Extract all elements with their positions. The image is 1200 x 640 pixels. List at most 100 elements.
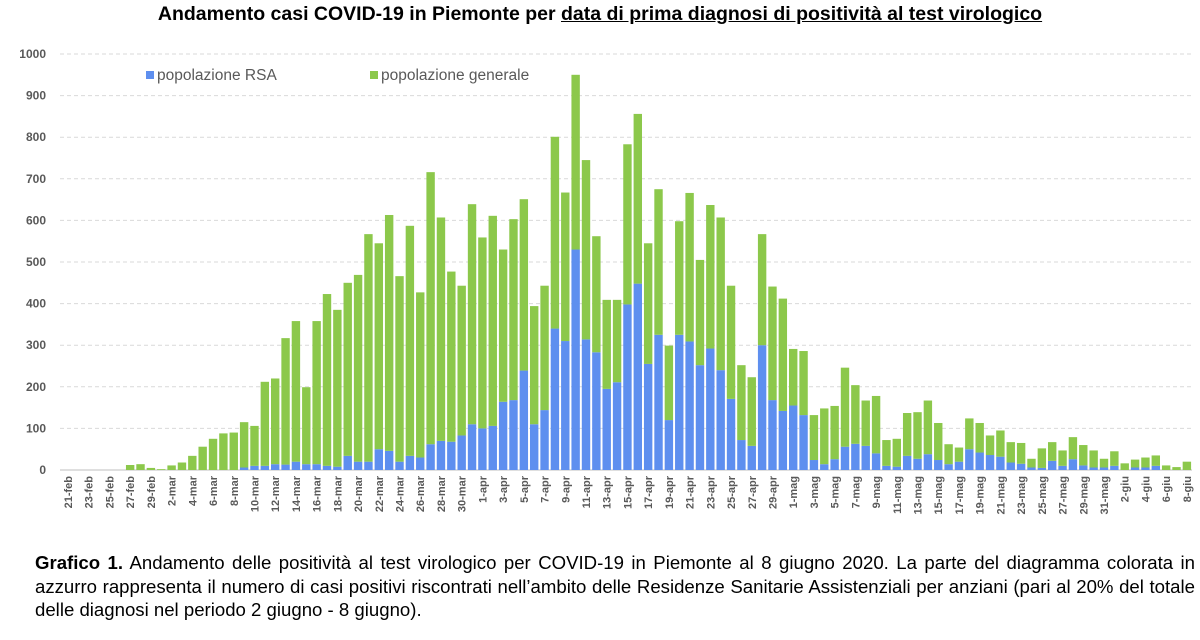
bar-segment-generale	[416, 292, 425, 458]
y-tick-label: 200	[26, 380, 46, 394]
bar-segment-generale	[550, 136, 560, 329]
bar-segment-rsa	[913, 458, 922, 470]
bar-segment-generale	[436, 217, 446, 441]
x-tick-label: 9-apr	[560, 475, 572, 503]
bar-segment-generale	[343, 282, 352, 456]
bar-segment-rsa	[695, 365, 705, 470]
y-tick-label: 600	[26, 213, 46, 227]
bar-segment-generale	[1120, 463, 1129, 470]
bar-segment-rsa	[882, 465, 891, 470]
bar-segment-generale	[861, 400, 870, 446]
bar-segment-rsa	[302, 464, 311, 470]
bar-segment-generale	[561, 192, 570, 342]
bar-segment-generale	[291, 321, 301, 462]
bar-segment-rsa	[374, 449, 383, 470]
bar-segment-rsa	[260, 465, 270, 470]
x-tick-label: 26-mar	[415, 475, 427, 512]
x-tick-label: 31-mag	[1099, 476, 1111, 515]
bar-segment-generale	[1130, 459, 1140, 468]
bar-segment-generale	[509, 219, 518, 401]
bar-segment-generale	[965, 418, 974, 450]
bar-segment-generale	[851, 385, 860, 444]
bar-segment-rsa	[820, 464, 829, 470]
bar-segment-rsa	[509, 400, 518, 470]
bar-segment-generale	[623, 144, 632, 305]
x-tick-label: 24-mar	[395, 475, 407, 512]
bar-segment-generale	[664, 345, 674, 421]
bar-segment-generale	[177, 462, 187, 470]
bar-segment-rsa	[447, 441, 456, 470]
bar-segment-generale	[778, 298, 788, 411]
bar-segment-rsa	[643, 363, 653, 470]
bar-segment-generale	[706, 205, 715, 349]
bar-segment-generale	[820, 408, 829, 465]
bar-segment-rsa	[561, 341, 570, 470]
bar-segment-generale	[540, 285, 549, 411]
bar-segment-generale	[571, 74, 580, 250]
bar-segment-rsa	[954, 461, 964, 470]
bar-segment-rsa	[498, 401, 508, 470]
x-tick-label: 25-apr	[726, 475, 738, 509]
bar-segment-generale	[716, 217, 725, 371]
bar-segment-rsa	[384, 450, 394, 470]
x-tick-label: 29-mag	[1078, 476, 1090, 515]
bar-segment-generale	[654, 189, 663, 335]
bar-segment-generale	[157, 469, 166, 470]
bar-segment-generale	[1172, 467, 1181, 470]
x-tick-label: 22-mar	[374, 475, 386, 512]
x-tick-label: 2-giu	[1120, 476, 1132, 502]
bar-segment-rsa	[799, 415, 808, 470]
bar-segment-generale	[1058, 450, 1067, 466]
bar-segment-rsa	[581, 339, 591, 470]
bar-segment-generale	[1151, 455, 1160, 466]
bar-segment-rsa	[519, 370, 529, 470]
bar-segment-rsa	[343, 455, 352, 470]
bar-segment-rsa	[675, 334, 684, 470]
bar-segment-rsa	[1130, 467, 1140, 470]
x-tick-label: 29-apr	[767, 475, 779, 509]
bar-segment-generale	[1182, 461, 1192, 470]
bar-segment-rsa	[706, 348, 715, 470]
x-tick-label: 27-feb	[125, 476, 137, 509]
bar-segment-rsa	[871, 453, 881, 470]
x-tick-label: 18-mar	[332, 475, 344, 512]
bar-segment-rsa	[737, 440, 746, 470]
bar-segment-rsa	[1110, 465, 1119, 470]
chart-title-main: Andamento casi COVID-19 in Piemonte per	[157, 3, 556, 25]
bar-segment-rsa	[1048, 460, 1057, 470]
x-tick-label: 11-mag	[892, 476, 904, 514]
bar-segment-generale	[685, 192, 694, 342]
bar-segment-rsa	[312, 464, 321, 470]
bar-segment-generale	[1079, 445, 1088, 466]
y-tick-label: 0	[39, 463, 46, 477]
bar-segment-rsa	[540, 410, 549, 470]
bar-segment-rsa	[457, 435, 466, 470]
bar-segment-generale	[789, 348, 798, 406]
bar-segment-generale	[643, 243, 653, 364]
bar-segment-generale	[281, 338, 290, 465]
y-tick-label: 1000	[19, 47, 46, 61]
bars	[125, 74, 1192, 470]
x-tick-label: 6-mar	[208, 475, 220, 506]
x-tick-label: 4-giu	[1140, 476, 1152, 502]
x-tick-label: 9-mag	[871, 476, 883, 508]
bar-segment-generale	[447, 271, 456, 442]
bar-segment-generale	[229, 432, 238, 470]
bar-segment-generale	[954, 447, 964, 462]
bar-segment-rsa	[1058, 465, 1067, 470]
x-tick-label: 8-mar	[229, 475, 241, 506]
bar-segment-generale	[1089, 450, 1098, 468]
bar-segment-rsa	[478, 428, 487, 470]
x-tick-label: 6-giu	[1161, 476, 1173, 502]
bar-segment-rsa	[778, 410, 788, 470]
bar-segment-generale	[612, 299, 622, 383]
bar-segment-generale	[633, 113, 642, 284]
bar-segment-generale	[125, 465, 135, 470]
y-tick-label: 300	[26, 338, 46, 352]
x-tick-label: 21-feb	[63, 476, 75, 509]
bar-segment-generale	[530, 306, 539, 425]
bar-segment-generale	[1048, 442, 1057, 461]
bar-segment-generale	[809, 415, 819, 461]
x-tick-label: 1-mag	[788, 476, 800, 508]
x-tick-label: 19-mag	[975, 476, 987, 515]
